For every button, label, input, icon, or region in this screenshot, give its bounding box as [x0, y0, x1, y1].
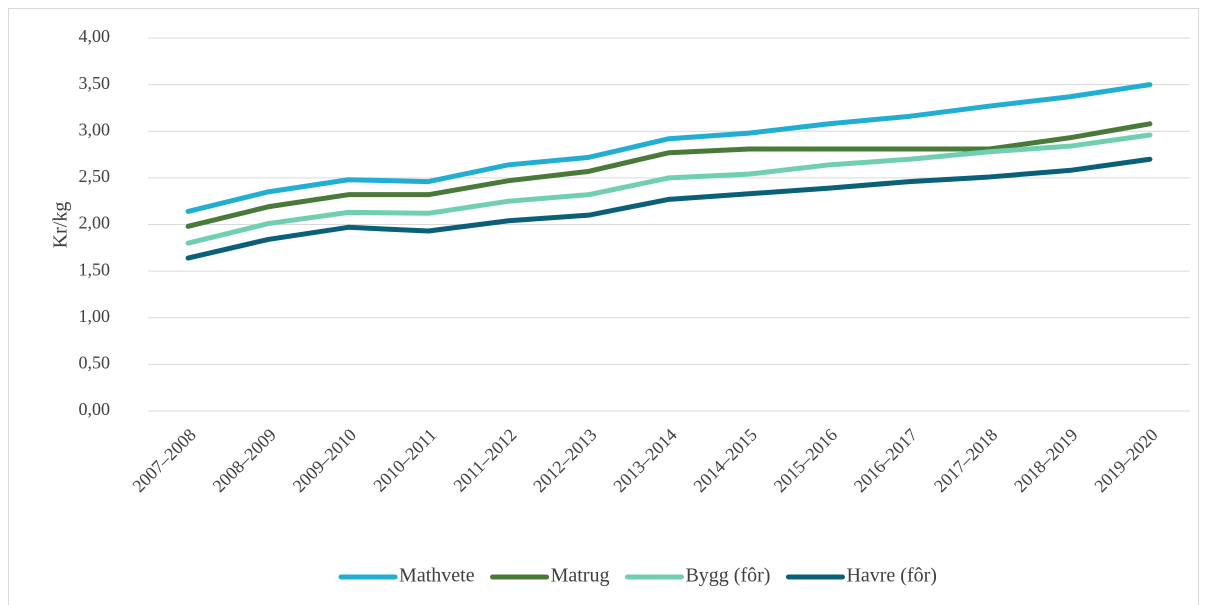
line-series — [185, 156, 1153, 261]
x-tick-label: 2010–2011 — [369, 425, 440, 496]
legend-label: Bygg (fôr) — [685, 565, 770, 587]
line-series — [185, 132, 1153, 246]
x-tick-label: 2014–2015 — [689, 425, 760, 496]
y-tick-label: 0,50 — [79, 353, 111, 373]
x-tick-label: 2013–2014 — [609, 425, 680, 496]
legend-label: Havre (fôr) — [846, 565, 937, 587]
legend-label: Matrug — [551, 565, 610, 587]
y-tick-label: 2,00 — [79, 213, 111, 233]
y-tick-label: 2,50 — [79, 166, 111, 186]
chart-frame — [8, 8, 1199, 605]
x-tick-label: 2012–2013 — [529, 425, 600, 496]
x-tick-label: 2017–2018 — [930, 425, 1001, 496]
line-series — [185, 121, 1153, 229]
x-tick-label: 2009–2010 — [289, 425, 360, 496]
x-tick-label: 2015–2016 — [770, 425, 841, 496]
y-tick-label: 1,00 — [79, 306, 111, 326]
y-tick-label: 3,00 — [79, 119, 111, 139]
legend-label: Mathvete — [399, 565, 475, 587]
x-tick-label: 2018–2019 — [1010, 425, 1081, 496]
x-tick-label: 2016–2017 — [850, 425, 921, 496]
x-tick-label: 2007–2008 — [128, 425, 199, 496]
y-tick-label: 3,50 — [79, 73, 111, 93]
x-tick-label: 2008–2009 — [209, 425, 280, 496]
y-axis-label: Kr/kg — [50, 202, 72, 249]
line-series — [185, 82, 1153, 214]
y-tick-label: 4,00 — [79, 26, 111, 46]
x-tick-label: 2019–2020 — [1090, 425, 1161, 496]
x-tick-label: 2011–2012 — [449, 425, 520, 496]
y-tick-label: 0,00 — [79, 399, 111, 419]
y-tick-label: 1,50 — [79, 259, 111, 279]
